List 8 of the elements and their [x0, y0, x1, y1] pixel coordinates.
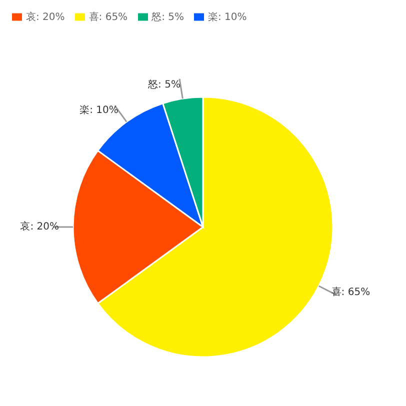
legend-label: 哀: 20%: [26, 12, 65, 23]
legend-label: 喜: 65%: [88, 12, 128, 23]
slice-label: 喜: 65%: [331, 286, 370, 298]
slice-label: 哀: 20%: [20, 220, 59, 232]
slice-label: 怒: 5%: [147, 78, 180, 90]
slice-label: 楽: 10%: [80, 104, 118, 116]
legend-label: 怒: 5%: [152, 12, 184, 23]
legend-label: 楽: 10%: [208, 12, 247, 23]
